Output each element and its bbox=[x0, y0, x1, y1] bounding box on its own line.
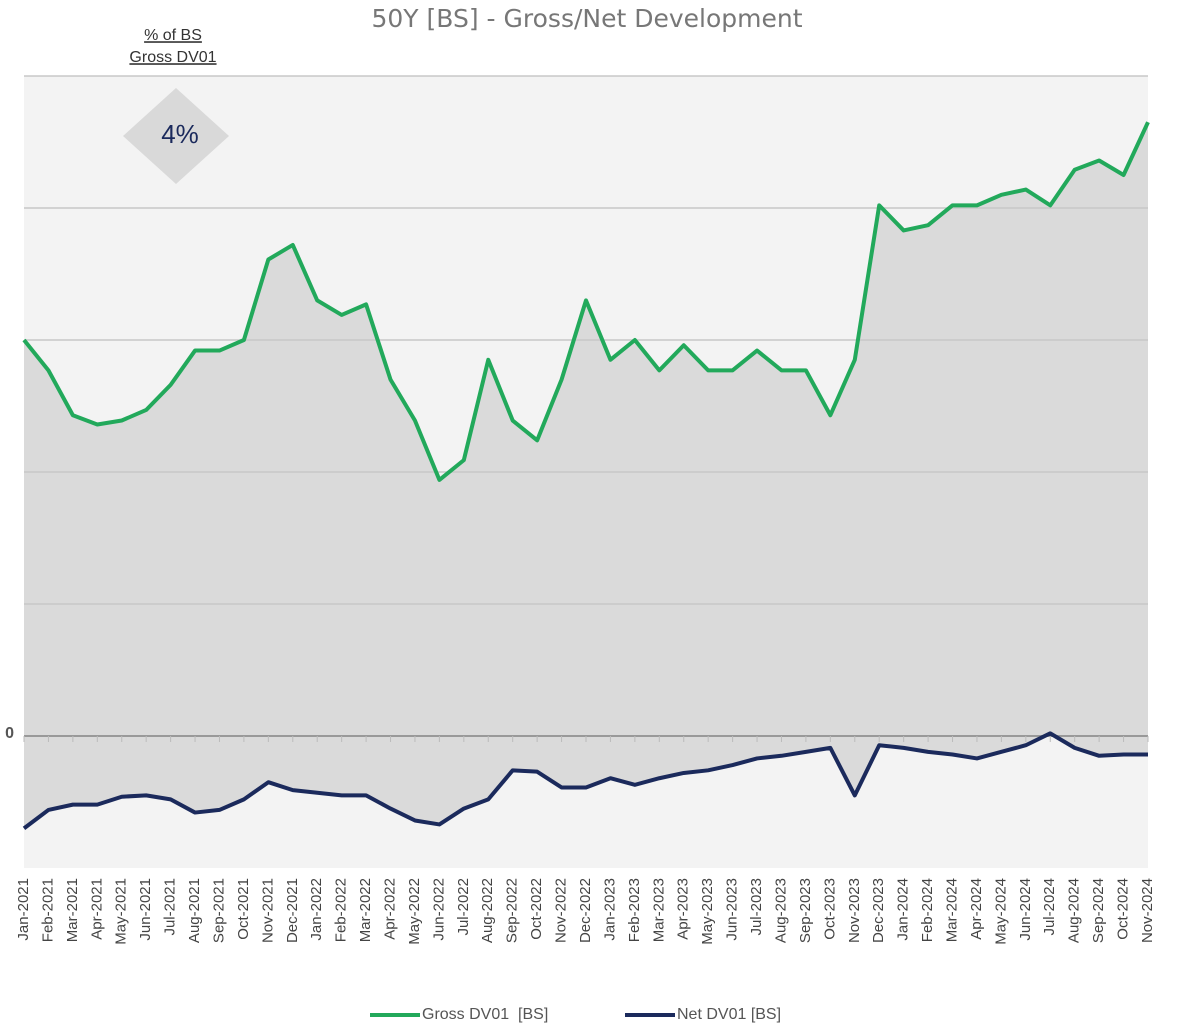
x-tick-label: Nov-2023 bbox=[846, 878, 863, 943]
x-tick-label: Jul-2021 bbox=[162, 878, 179, 936]
x-tick-label: Jun-2023 bbox=[724, 878, 741, 941]
legend-label: Gross DV01 [BS] bbox=[422, 1006, 548, 1023]
x-tick-label: Aug-2024 bbox=[1066, 878, 1083, 943]
x-tick-label: May-2023 bbox=[699, 878, 716, 945]
legend-label: Net DV01 [BS] bbox=[677, 1006, 781, 1023]
x-tick-label: Apr-2021 bbox=[88, 878, 105, 940]
x-tick-label: Oct-2024 bbox=[1115, 878, 1132, 940]
x-tick-label: Aug-2022 bbox=[479, 878, 496, 943]
x-tick-label: Sep-2023 bbox=[797, 878, 814, 943]
x-tick-label: Oct-2023 bbox=[821, 878, 838, 940]
annotation-value: 4% bbox=[161, 119, 199, 149]
x-tick-label: Feb-2021 bbox=[39, 878, 56, 942]
annotation-diamond bbox=[123, 88, 229, 184]
x-tick-label: Aug-2023 bbox=[772, 878, 789, 943]
x-tick-label: Dec-2023 bbox=[870, 878, 887, 943]
x-tick-label: Nov-2021 bbox=[259, 878, 276, 943]
annotation-line: % of BS bbox=[144, 27, 202, 44]
x-tick-label: Jul-2023 bbox=[748, 878, 765, 936]
x-tick-label: Mar-2022 bbox=[357, 878, 374, 942]
x-tick-label: May-2024 bbox=[992, 878, 1009, 945]
x-tick-label: Jun-2022 bbox=[430, 878, 447, 941]
x-tick-label: May-2022 bbox=[406, 878, 423, 945]
x-tick-label: Apr-2024 bbox=[968, 878, 985, 940]
x-tick-label: Apr-2023 bbox=[675, 878, 692, 940]
x-tick-label: Feb-2024 bbox=[919, 878, 936, 942]
x-tick-label: Jun-2021 bbox=[137, 878, 154, 941]
x-tick-label: Mar-2021 bbox=[64, 878, 81, 942]
x-tick-label: Jan-2021 bbox=[15, 878, 32, 941]
x-tick-label: Mar-2024 bbox=[943, 878, 960, 942]
x-tick-label: Aug-2021 bbox=[186, 878, 203, 943]
x-tick-label: Oct-2022 bbox=[528, 878, 545, 940]
x-tick-label: Nov-2022 bbox=[553, 878, 570, 943]
x-tick-label: Sep-2024 bbox=[1090, 878, 1107, 943]
x-tick-label: Feb-2023 bbox=[626, 878, 643, 942]
series-line bbox=[22, 731, 1148, 830]
x-tick-label: Jan-2023 bbox=[601, 878, 618, 941]
x-tick-label: Jun-2024 bbox=[1017, 878, 1034, 941]
chart-title: 50Y [BS] - Gross/Net Development bbox=[371, 4, 802, 33]
x-tick-label: Jul-2024 bbox=[1041, 878, 1058, 936]
x-tick-label: Jan-2022 bbox=[308, 878, 325, 941]
series-area bbox=[24, 733, 1148, 829]
x-tick-label: Sep-2022 bbox=[504, 878, 521, 943]
annotation-line: Gross DV01 bbox=[129, 49, 216, 66]
x-tick-label: Oct-2021 bbox=[235, 878, 252, 940]
x-tick-label: Dec-2022 bbox=[577, 878, 594, 943]
x-tick-label: Mar-2023 bbox=[650, 878, 667, 942]
x-tick-label: Apr-2022 bbox=[381, 878, 398, 940]
x-tick-label: Jul-2022 bbox=[455, 878, 472, 936]
x-tick-label: Jan-2024 bbox=[895, 878, 912, 941]
x-tick-label: May-2021 bbox=[113, 878, 130, 945]
x-tick-label: Dec-2021 bbox=[284, 878, 301, 943]
x-tick-label: Nov-2024 bbox=[1139, 878, 1156, 943]
x-tick-label: Sep-2021 bbox=[210, 878, 227, 943]
x-tick-label: Feb-2022 bbox=[333, 878, 350, 942]
series-line bbox=[22, 121, 1150, 482]
y-tick-label: 0 bbox=[5, 725, 14, 742]
